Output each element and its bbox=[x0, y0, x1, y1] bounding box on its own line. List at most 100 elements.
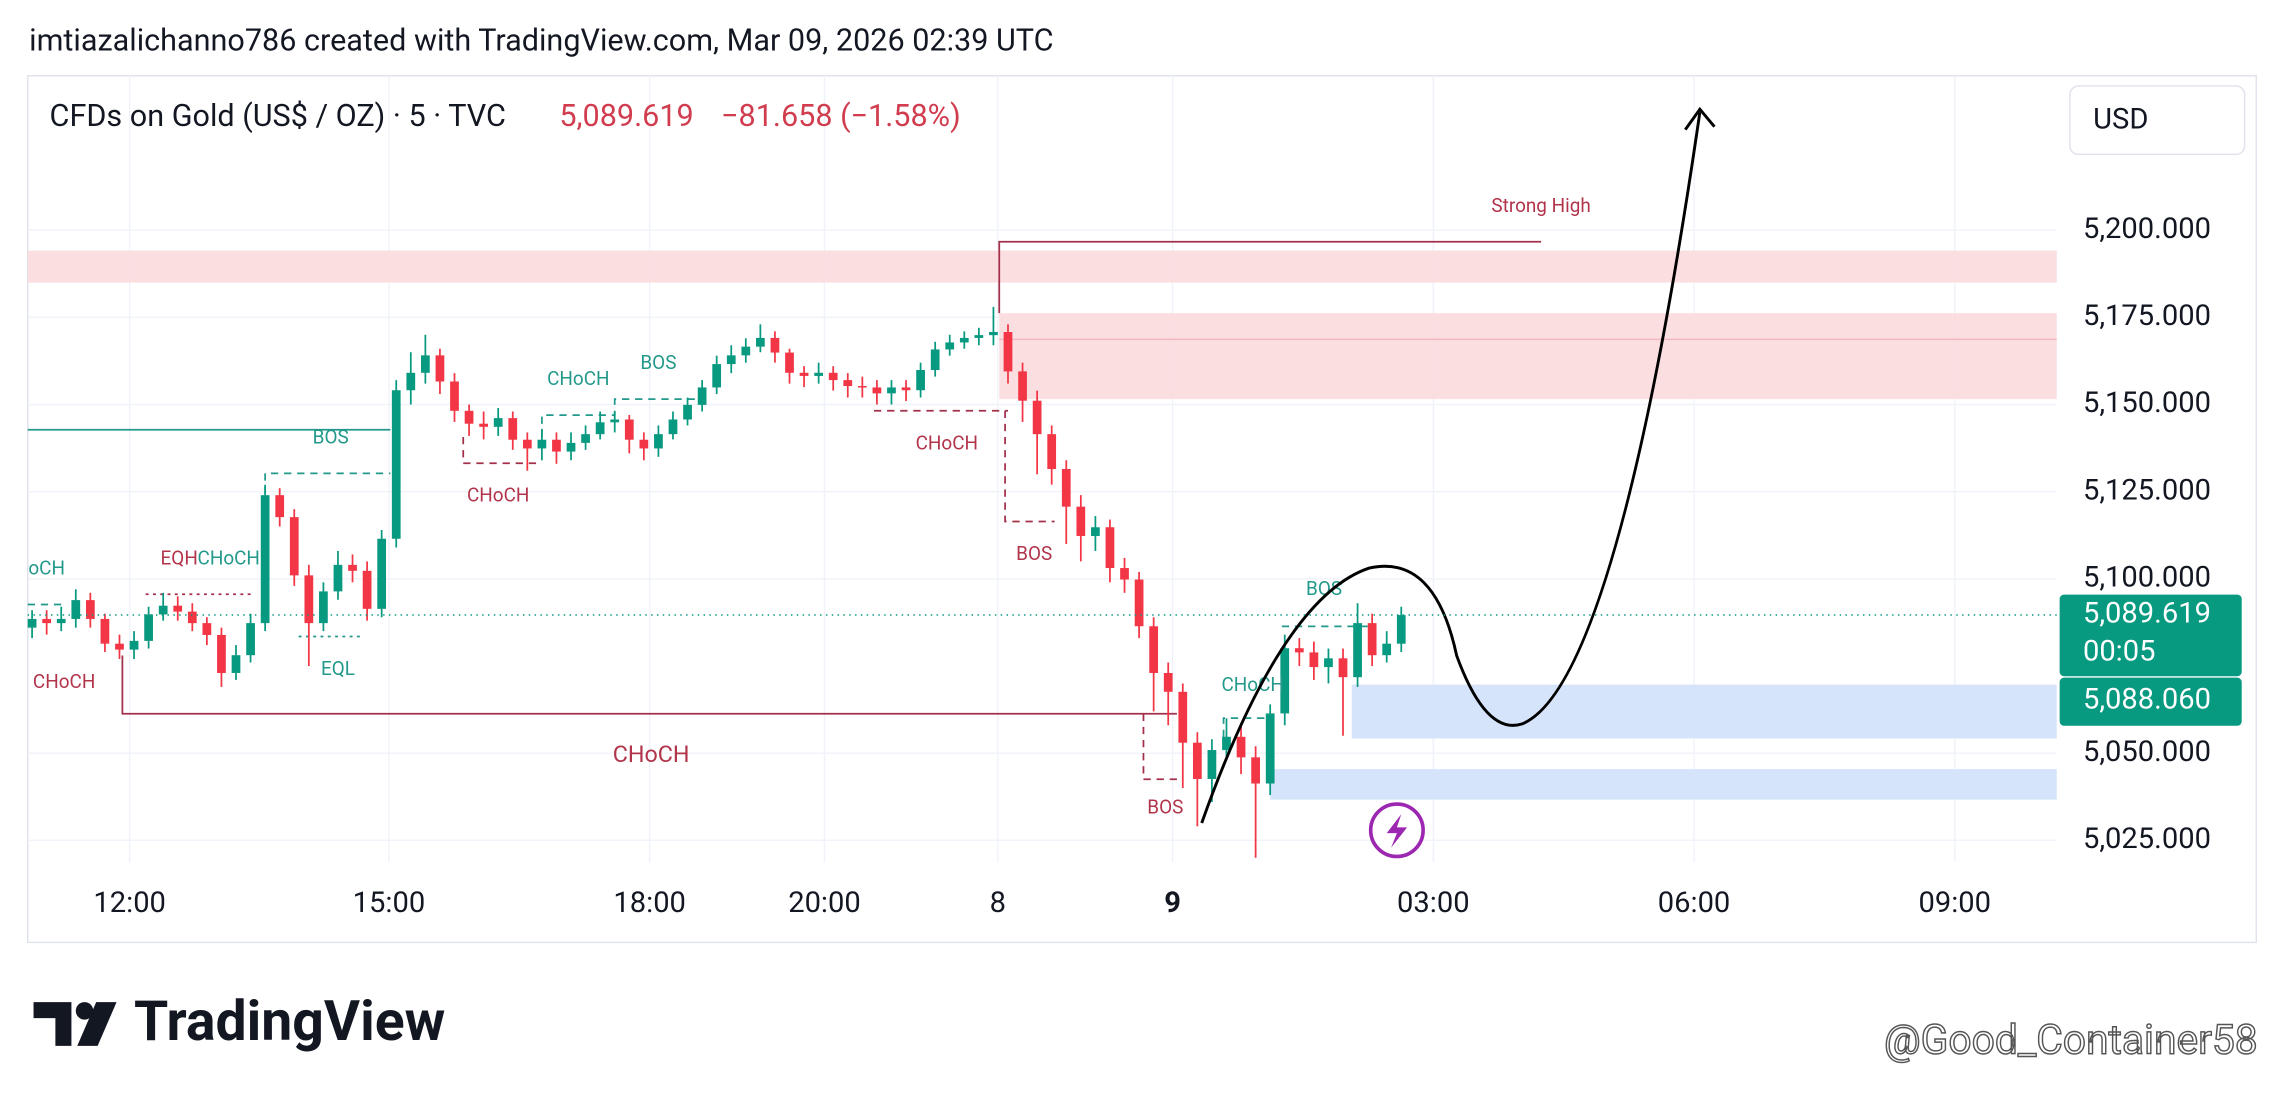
candle-body bbox=[1061, 469, 1071, 507]
candle-body bbox=[435, 355, 445, 382]
supply-zone bbox=[27, 250, 2057, 283]
logo-mark bbox=[33, 1002, 72, 1046]
candle-body bbox=[27, 618, 37, 628]
candle-body bbox=[595, 422, 605, 435]
y-tick-label: 5,125.000 bbox=[2083, 473, 2211, 507]
candle-body bbox=[712, 364, 722, 388]
candle-body bbox=[464, 410, 474, 424]
candle-body bbox=[1003, 331, 1013, 372]
candle-body bbox=[231, 655, 241, 673]
annotation: CHoCH bbox=[467, 484, 529, 507]
last-price-box bbox=[2059, 594, 2242, 677]
candle-body bbox=[901, 387, 911, 391]
alert-bolt bbox=[1386, 814, 1408, 848]
candle-body bbox=[1091, 527, 1100, 536]
candle-body bbox=[289, 517, 299, 576]
candle-body bbox=[741, 346, 751, 356]
candle-body bbox=[814, 372, 824, 376]
candle-body bbox=[1047, 434, 1057, 470]
candle-body bbox=[522, 439, 532, 449]
candle-body bbox=[1018, 371, 1027, 401]
candle-body bbox=[1178, 691, 1188, 743]
x-tick-label: 06:00 bbox=[1658, 886, 1731, 920]
annotation: BOS bbox=[1016, 542, 1052, 565]
candle-body bbox=[945, 342, 955, 350]
price-label: 5,088.060 bbox=[2083, 683, 2211, 717]
candle-body bbox=[974, 335, 984, 338]
candle-body bbox=[799, 372, 809, 376]
candle-body bbox=[697, 387, 707, 405]
annotation: EQL bbox=[321, 657, 355, 680]
choch-line bbox=[121, 655, 1177, 715]
grid bbox=[27, 75, 2057, 863]
candle-body bbox=[756, 337, 765, 347]
projection-curve bbox=[1200, 111, 1702, 824]
candle-body bbox=[1338, 658, 1348, 678]
candle-body bbox=[217, 634, 226, 673]
candle-body bbox=[391, 390, 401, 539]
watermark: @Good_Container58 bbox=[1884, 1016, 2258, 1064]
candle-body bbox=[100, 618, 110, 644]
chart-frame bbox=[26, 75, 2258, 944]
y-tick-label: 5,100.000 bbox=[2083, 561, 2211, 595]
brand: TradingView bbox=[134, 989, 445, 1054]
x-tick-label: 8 bbox=[990, 886, 1006, 920]
candle-body bbox=[420, 355, 430, 373]
price-box bbox=[2059, 677, 2242, 726]
candle-body bbox=[1251, 757, 1260, 784]
header: imtiazalichanno786 created with TradingV… bbox=[29, 23, 1053, 58]
candle-body bbox=[1192, 742, 1202, 779]
annotation: CHoCH bbox=[613, 740, 690, 768]
legend-price: 5,089.619 bbox=[559, 99, 693, 134]
candle-body bbox=[450, 381, 459, 411]
currency-button[interactable] bbox=[2069, 85, 2246, 156]
logo-mark bbox=[75, 1002, 94, 1020]
countdown: 00:05 bbox=[2083, 635, 2156, 669]
candle-body bbox=[1207, 750, 1217, 779]
annotation: EQH bbox=[161, 546, 198, 569]
candle-body bbox=[872, 387, 882, 394]
candle-body bbox=[377, 538, 387, 609]
candle-body bbox=[158, 605, 168, 615]
candle-body bbox=[552, 439, 561, 452]
candle-body bbox=[537, 439, 547, 449]
candle-body bbox=[581, 434, 590, 443]
candle-body bbox=[202, 623, 212, 635]
y-tick-label: 5,175.000 bbox=[2083, 299, 2211, 333]
y-tick-label: 5,200.000 bbox=[2083, 212, 2211, 246]
x-tick-label: 9 bbox=[1164, 886, 1181, 920]
candle-body bbox=[1367, 623, 1377, 656]
x-tick-label: 09:00 bbox=[1919, 886, 1992, 920]
logo-mark bbox=[77, 1002, 117, 1046]
bos-line bbox=[1142, 713, 1177, 781]
candle-body bbox=[85, 600, 95, 619]
candle-body bbox=[1149, 626, 1159, 673]
candle-body bbox=[1324, 658, 1333, 668]
candle-body bbox=[1120, 568, 1129, 580]
candle-body bbox=[1294, 648, 1304, 653]
candle-body bbox=[989, 331, 998, 336]
annotation: CHoCH bbox=[33, 670, 95, 693]
candle-body bbox=[1309, 652, 1319, 668]
candle-body bbox=[56, 618, 66, 624]
candle-body bbox=[275, 495, 285, 518]
candle-body bbox=[71, 600, 81, 619]
x-tick-label: 18:00 bbox=[613, 886, 686, 920]
legend-change: −81.658 (−1.58%) bbox=[721, 99, 961, 134]
annotation: BOS bbox=[313, 425, 349, 448]
candle-body bbox=[1105, 527, 1115, 569]
arrow-head bbox=[1684, 106, 1716, 131]
x-tick-label: 15:00 bbox=[353, 886, 426, 920]
y-tick-label: 5,025.000 bbox=[2083, 822, 2211, 856]
annotation: Strong High bbox=[1491, 194, 1590, 217]
candle-body bbox=[129, 640, 139, 650]
annotations: Strong High BOS CHoCH BOS CHoCH CHoCH oC… bbox=[28, 194, 1590, 819]
candle-body bbox=[173, 605, 183, 612]
candle-body bbox=[479, 423, 488, 427]
candle-body bbox=[1236, 736, 1246, 758]
choch-line bbox=[462, 436, 542, 465]
strong-high-line bbox=[998, 240, 1542, 314]
candle-body bbox=[1280, 648, 1290, 714]
annotation: CHoCH bbox=[198, 546, 260, 569]
